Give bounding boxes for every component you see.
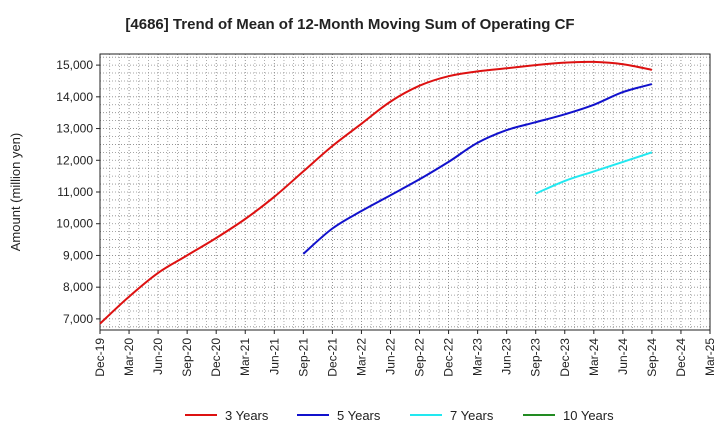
x-tick-label: Mar-24 bbox=[587, 338, 601, 376]
y-tick-label: 12,000 bbox=[56, 153, 93, 167]
y-tick-label: 7,000 bbox=[63, 312, 93, 326]
x-tick-label: Sep-20 bbox=[180, 338, 194, 377]
series-line-7-years bbox=[535, 151, 653, 195]
series-line-5-years bbox=[302, 83, 653, 255]
x-tick-label: Mar-23 bbox=[471, 338, 485, 376]
y-tick-label: 8,000 bbox=[63, 280, 93, 294]
legend-label-5-years: 5 Years bbox=[337, 408, 381, 423]
x-tick-label: Dec-22 bbox=[442, 338, 456, 377]
x-tick-label: Dec-19 bbox=[93, 338, 107, 377]
legend: 3 Years 5 Years 7 Years 10 Years bbox=[185, 408, 614, 423]
x-tick-label: Dec-20 bbox=[209, 338, 223, 377]
y-axis-ticks: 7,000 8,000 9,000 10,000 11,000 12,000 13,000 1… bbox=[56, 58, 100, 326]
x-tick-label: Jun-21 bbox=[267, 338, 281, 375]
x-tick-label: Dec-23 bbox=[558, 338, 572, 377]
series-lines bbox=[99, 60, 653, 325]
plot-area bbox=[99, 53, 711, 331]
x-tick-label: Jun-23 bbox=[500, 338, 514, 375]
x-tick-label: Jun-20 bbox=[151, 338, 165, 375]
x-tick-label: Mar-20 bbox=[122, 338, 136, 376]
grid-lines bbox=[99, 54, 711, 330]
y-tick-label: 13,000 bbox=[56, 122, 93, 136]
x-tick-label: Jun-24 bbox=[616, 338, 630, 375]
x-tick-label: Dec-21 bbox=[325, 338, 339, 377]
series-line-3-years bbox=[99, 60, 653, 325]
y-tick-label: 14,000 bbox=[56, 90, 93, 104]
legend-label-3-years: 3 Years bbox=[225, 408, 269, 423]
x-tick-label: Sep-22 bbox=[413, 338, 427, 377]
x-tick-label: Sep-21 bbox=[296, 338, 310, 377]
chart-title: [4686] Trend of Mean of 12-Month Moving … bbox=[125, 16, 574, 33]
legend-label-7-years: 7 Years bbox=[450, 408, 494, 423]
x-tick-label: Mar-25 bbox=[703, 338, 717, 376]
x-tick-label: Jun-22 bbox=[383, 338, 397, 375]
y-tick-label: 10,000 bbox=[56, 217, 93, 231]
y-tick-label: 9,000 bbox=[63, 248, 93, 262]
x-tick-label: Dec-24 bbox=[674, 338, 688, 377]
x-tick-label: Sep-23 bbox=[529, 338, 543, 377]
x-tick-label: Sep-24 bbox=[645, 338, 659, 377]
x-axis-ticks: Dec-19 Mar-20 Jun-20 Sep-20 Dec-20 Mar-21 Jun-… bbox=[93, 330, 717, 377]
y-axis-label: Amount (million yen) bbox=[8, 133, 23, 252]
y-tick-label: 15,000 bbox=[56, 58, 93, 72]
x-tick-label: Mar-21 bbox=[238, 338, 252, 376]
y-tick-label: 11,000 bbox=[57, 185, 93, 199]
x-tick-label: Mar-22 bbox=[354, 338, 368, 376]
legend-label-10-years: 10 Years bbox=[563, 408, 614, 423]
